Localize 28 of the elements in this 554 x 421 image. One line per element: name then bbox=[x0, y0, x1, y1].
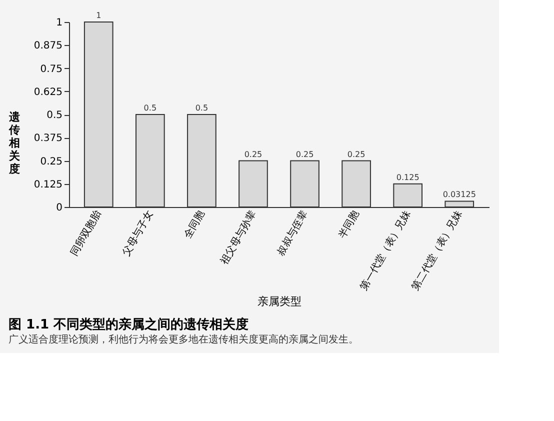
x-axis-title: 亲属类型 bbox=[258, 294, 302, 308]
data-label: 0.25 bbox=[244, 150, 262, 159]
data-label: 0.25 bbox=[296, 150, 314, 159]
data-label: 0.03125 bbox=[442, 190, 476, 200]
x-tick-label: 第二代堂（表）兄妹 bbox=[409, 208, 465, 292]
y-tick-label: 1 bbox=[56, 18, 62, 28]
y-tick-label: 0.625 bbox=[34, 86, 62, 98]
y-tick-label: 0.25 bbox=[40, 156, 62, 168]
text: 图 1.1 不同类型的亲属之间的遗传相关度 bbox=[8, 316, 249, 332]
data-label: 0.125 bbox=[396, 172, 420, 182]
y-tick-label: 0.125 bbox=[34, 179, 62, 190]
data-label: 0.25 bbox=[347, 150, 366, 159]
y-tick-label: 0.375 bbox=[34, 133, 62, 144]
data-label: 1 bbox=[96, 11, 102, 20]
x-tick-label: 全同胞 bbox=[182, 208, 207, 240]
data-label: 0.5 bbox=[144, 104, 157, 112]
data-label: 0.5 bbox=[195, 104, 208, 112]
x-tick-label: 父母与子女 bbox=[120, 208, 156, 258]
y-tick-label: 0.875 bbox=[34, 40, 62, 52]
y-tick-label: 0 bbox=[56, 202, 62, 214]
x-tick-label: 同卵双胞胎 bbox=[68, 208, 104, 258]
y-tick-label: 0.5 bbox=[46, 110, 62, 121]
y-axis-title: 遗传相关度 bbox=[8, 110, 21, 176]
x-tick-label: 半同胞 bbox=[336, 208, 362, 240]
y-tick-label: 0.75 bbox=[40, 64, 62, 75]
x-tick-label: 祖父母与孙辈 bbox=[218, 208, 258, 266]
text: 广义适合度理论预测，利他行为将会更多地在遗传相关度更高的亲属之间发生。 bbox=[8, 333, 358, 346]
x-tick-label: 叔叔与侄辈 bbox=[274, 208, 310, 258]
